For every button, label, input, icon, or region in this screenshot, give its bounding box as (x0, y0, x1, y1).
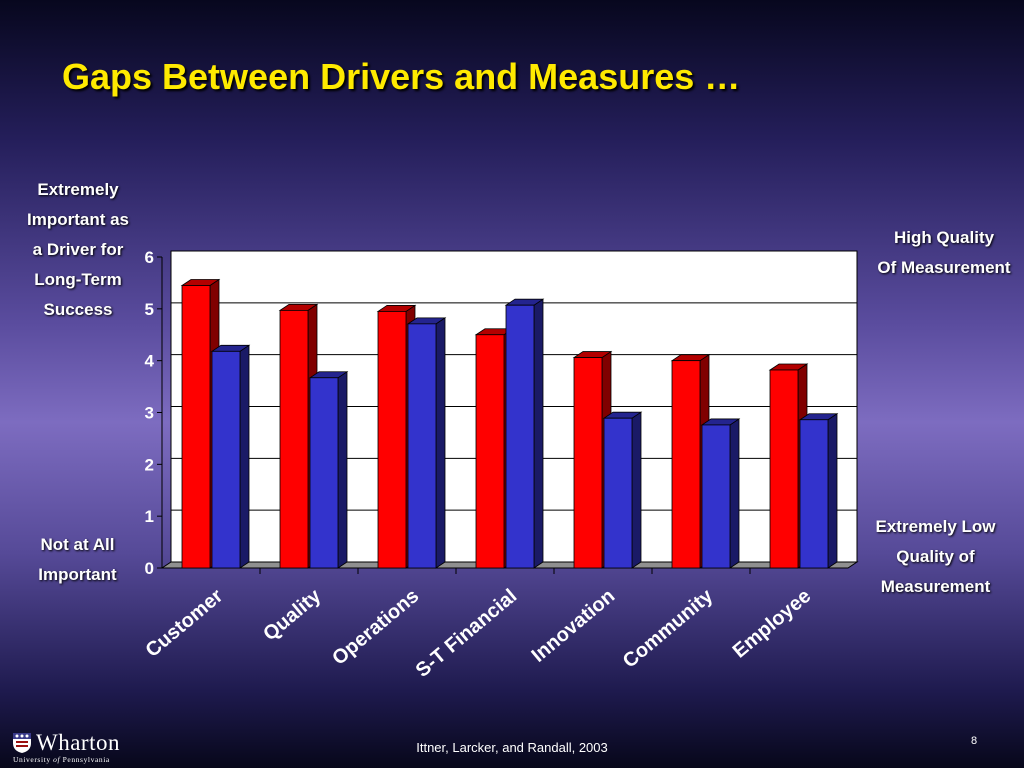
bar-side (729, 418, 740, 569)
y-tick-label: 5 (145, 300, 154, 319)
x-tick-label: Quality (259, 584, 326, 645)
y-tick-label: 6 (145, 248, 154, 267)
y-tick-label: 4 (145, 352, 155, 371)
bar (211, 350, 241, 569)
citation: Ittner, Larcker, and Randall, 2003 (416, 740, 608, 755)
y-axis-top-label-line: Success (43, 300, 113, 319)
wharton-logo: Wharton University of Pennsylvania (12, 730, 132, 766)
bar (279, 309, 309, 569)
x-tick-label: Innovation (528, 585, 620, 667)
x-tick-label: Customer (142, 585, 228, 662)
bar (671, 360, 701, 569)
y-axis-bottom-label-line: Important (38, 565, 117, 584)
bar-side (435, 317, 446, 569)
logo-subtitle: University of Pennsylvania (13, 755, 110, 764)
bar (505, 304, 535, 569)
bar (475, 334, 505, 569)
bar (309, 377, 339, 569)
right-axis-bottom-label-line: Measurement (880, 577, 991, 596)
right-axis-bottom-label-line: Quality of (896, 547, 975, 566)
right-axis-bottom-label-line: Extremely Low (875, 517, 996, 536)
bar (573, 357, 603, 569)
bar (181, 285, 211, 569)
bar (377, 311, 407, 569)
y-axis-top-label: Extremely Important as a Driver for Long… (8, 175, 148, 325)
logo-wordmark: Wharton (36, 730, 120, 755)
right-axis-bottom-label: Extremely Low Quality of Measurement (858, 512, 1013, 602)
bar-side (337, 371, 348, 569)
y-axis-bottom-label-line: Not at All (40, 535, 115, 554)
bar (407, 323, 437, 569)
logo-subtitle-part: Pennsylvania (60, 755, 110, 764)
right-axis-top-label: High Quality Of Measurement (864, 223, 1024, 283)
x-tick-label: S-T Financial (412, 585, 521, 682)
y-tick-label: 3 (145, 404, 154, 423)
penn-crest-icon (13, 733, 31, 753)
bar-side (827, 413, 838, 569)
logo-subtitle-part: University (13, 755, 54, 764)
page-number: 8 (971, 735, 978, 747)
y-axis-top-label-line: a Driver for (32, 240, 124, 259)
y-tick-label: 1 (145, 507, 154, 526)
bar (701, 424, 731, 569)
y-axis-top-label-line: Extremely (37, 180, 119, 199)
bar (769, 369, 799, 569)
right-axis-top-label-line: Of Measurement (877, 258, 1011, 277)
y-tick-label: 2 (145, 455, 154, 474)
x-tick-label: Community (619, 584, 718, 672)
bar-side (533, 298, 544, 569)
bar (603, 417, 633, 569)
y-tick-label: 0 (145, 559, 154, 578)
bar-side (631, 411, 642, 569)
x-tick-label: Operations (328, 585, 423, 670)
right-axis-top-label-line: High Quality (893, 228, 995, 247)
x-tick-label: Employee (729, 585, 816, 663)
bar-side (239, 344, 250, 569)
logo-subtitle-of: of (53, 755, 61, 764)
y-axis-top-label-line: Important as (26, 210, 130, 229)
slide-title: Gaps Between Drivers and Measures … (62, 56, 741, 97)
y-axis-top-label-line: Long-Term (34, 270, 122, 289)
bar (799, 419, 829, 569)
y-axis-bottom-label: Not at All Important (20, 530, 135, 590)
